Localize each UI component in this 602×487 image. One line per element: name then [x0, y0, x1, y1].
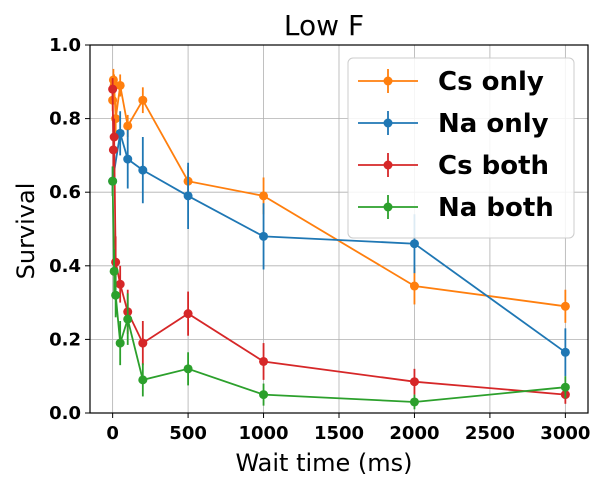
data-point: [115, 338, 125, 348]
data-point: [259, 356, 269, 366]
x-axis-ticks: 0 500 1000 1500 2000 2500 3000: [106, 413, 590, 444]
data-point: [111, 290, 121, 300]
y-axis-ticks: 0.0 0.2 0.4 0.6 0.8 1.0: [49, 35, 90, 424]
x-tick-label: 2000: [389, 423, 439, 444]
series-layer: [108, 68, 570, 410]
legend-label: Na both: [438, 193, 554, 223]
legend-marker: [383, 160, 393, 170]
legend-marker: [383, 202, 393, 212]
data-point: [409, 239, 419, 249]
x-tick-label: 2500: [465, 423, 515, 444]
data-point: [108, 176, 118, 186]
data-point: [409, 377, 419, 387]
legend-item-2: Cs both: [358, 151, 549, 181]
y-tick-label: 0.8: [49, 109, 81, 130]
y-axis-label: Survival: [12, 183, 40, 280]
data-point: [409, 281, 419, 291]
data-point: [259, 231, 269, 241]
legend-label: Na only: [438, 109, 549, 139]
y-tick-label: 0.2: [49, 329, 81, 350]
data-point: [109, 132, 119, 142]
x-tick-label: 1000: [238, 423, 288, 444]
x-axis-label: Wait time (ms): [235, 449, 412, 477]
data-point: [560, 301, 570, 311]
data-point: [183, 364, 193, 374]
y-tick-label: 0.4: [49, 256, 81, 277]
data-point: [115, 80, 125, 90]
x-tick-label: 3000: [540, 423, 590, 444]
data-point: [108, 84, 118, 94]
data-point: [111, 257, 121, 267]
data-point: [109, 266, 119, 276]
legend-item-3: Na both: [358, 193, 554, 223]
legend-marker: [383, 76, 393, 86]
data-point: [259, 191, 269, 201]
legend-label: Cs both: [438, 151, 549, 181]
data-point: [560, 382, 570, 392]
chart-title: Low F: [284, 9, 364, 42]
series-3: [108, 166, 570, 410]
x-tick-label: 0: [106, 423, 119, 444]
data-point: [123, 154, 133, 164]
legend-item-1: Na only: [358, 109, 549, 139]
data-point: [108, 145, 118, 155]
x-tick-label: 500: [169, 423, 207, 444]
data-point: [115, 279, 125, 289]
legend-box: [347, 57, 575, 239]
data-point: [183, 191, 193, 201]
data-point: [409, 397, 419, 407]
x-tick-label: 1500: [314, 423, 364, 444]
legend-label: Cs only: [438, 67, 544, 97]
legend-item-0: Cs only: [358, 67, 544, 97]
data-point: [138, 375, 148, 385]
y-tick-label: 0.6: [49, 182, 81, 203]
data-point: [138, 95, 148, 105]
legend-marker: [383, 118, 393, 128]
data-point: [123, 314, 133, 324]
data-point: [123, 121, 133, 131]
legend: Cs only Na only Cs both Na both: [347, 57, 575, 239]
y-tick-label: 1.0: [49, 35, 81, 56]
data-point: [259, 390, 269, 400]
data-point: [560, 347, 570, 357]
data-point: [138, 338, 148, 348]
data-point: [138, 165, 148, 175]
data-point: [183, 309, 193, 319]
y-tick-label: 0.0: [49, 403, 81, 424]
